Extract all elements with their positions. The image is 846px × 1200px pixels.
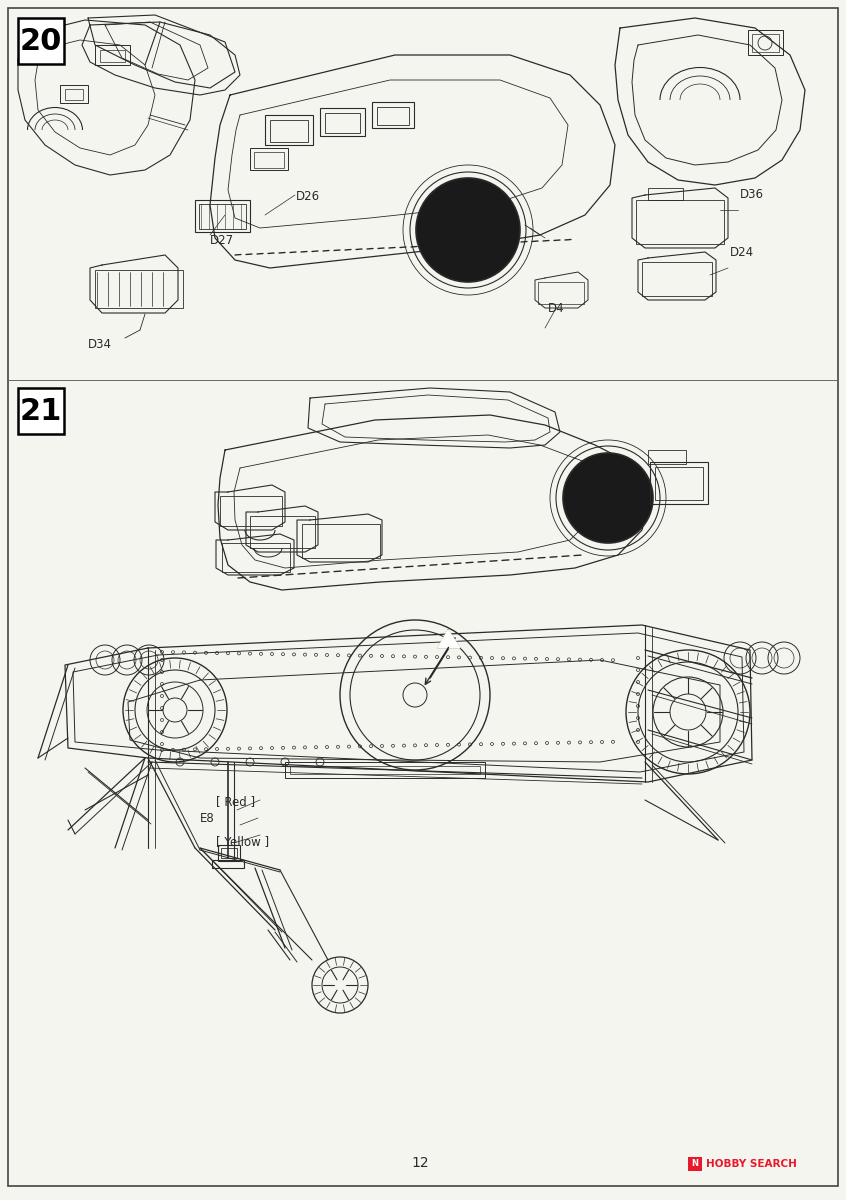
Text: D26: D26 [296,191,320,204]
Bar [325,113,360,133]
Bar [254,152,284,168]
Text: D36: D36 [740,188,764,202]
Bar [95,270,183,308]
Bar [221,848,237,858]
Text: 20: 20 [19,26,63,55]
Bar [212,860,244,868]
Text: E8: E8 [200,811,215,824]
Bar [372,102,414,128]
Bar [650,462,708,504]
Bar [18,18,64,64]
Bar [648,450,686,464]
Bar [250,516,315,548]
Bar [265,115,313,145]
Bar [648,188,683,200]
Bar [302,524,380,558]
Bar [320,108,365,136]
Bar [688,1157,702,1171]
Bar [642,262,712,296]
Text: HOBBY SEARCH: HOBBY SEARCH [706,1159,797,1169]
Bar [195,200,250,232]
Bar [100,50,125,62]
Text: 12: 12 [411,1156,429,1170]
Text: D4: D4 [548,301,564,314]
Circle shape [563,452,653,542]
Bar [377,107,409,125]
Circle shape [416,178,520,282]
Polygon shape [438,630,460,648]
Bar [199,204,246,229]
Bar [222,542,290,572]
Bar [218,845,240,862]
Bar [636,200,724,244]
Bar [250,148,288,170]
Bar [748,30,783,55]
Text: D24: D24 [730,246,754,258]
Bar [65,89,83,100]
Text: N: N [691,1159,699,1169]
Bar [60,85,88,103]
Bar [538,282,584,304]
Text: D27: D27 [210,234,234,246]
Text: D34: D34 [88,338,112,352]
Bar [270,120,308,142]
Bar [290,766,480,774]
Bar [285,762,485,778]
Text: 21: 21 [19,396,63,426]
Bar [18,388,64,434]
Bar [95,44,130,65]
Bar [752,34,779,52]
Bar [220,496,282,526]
Text: [ Yellow ]: [ Yellow ] [216,835,269,848]
Text: [ Red ]: [ Red ] [216,796,255,809]
Bar [655,467,703,500]
